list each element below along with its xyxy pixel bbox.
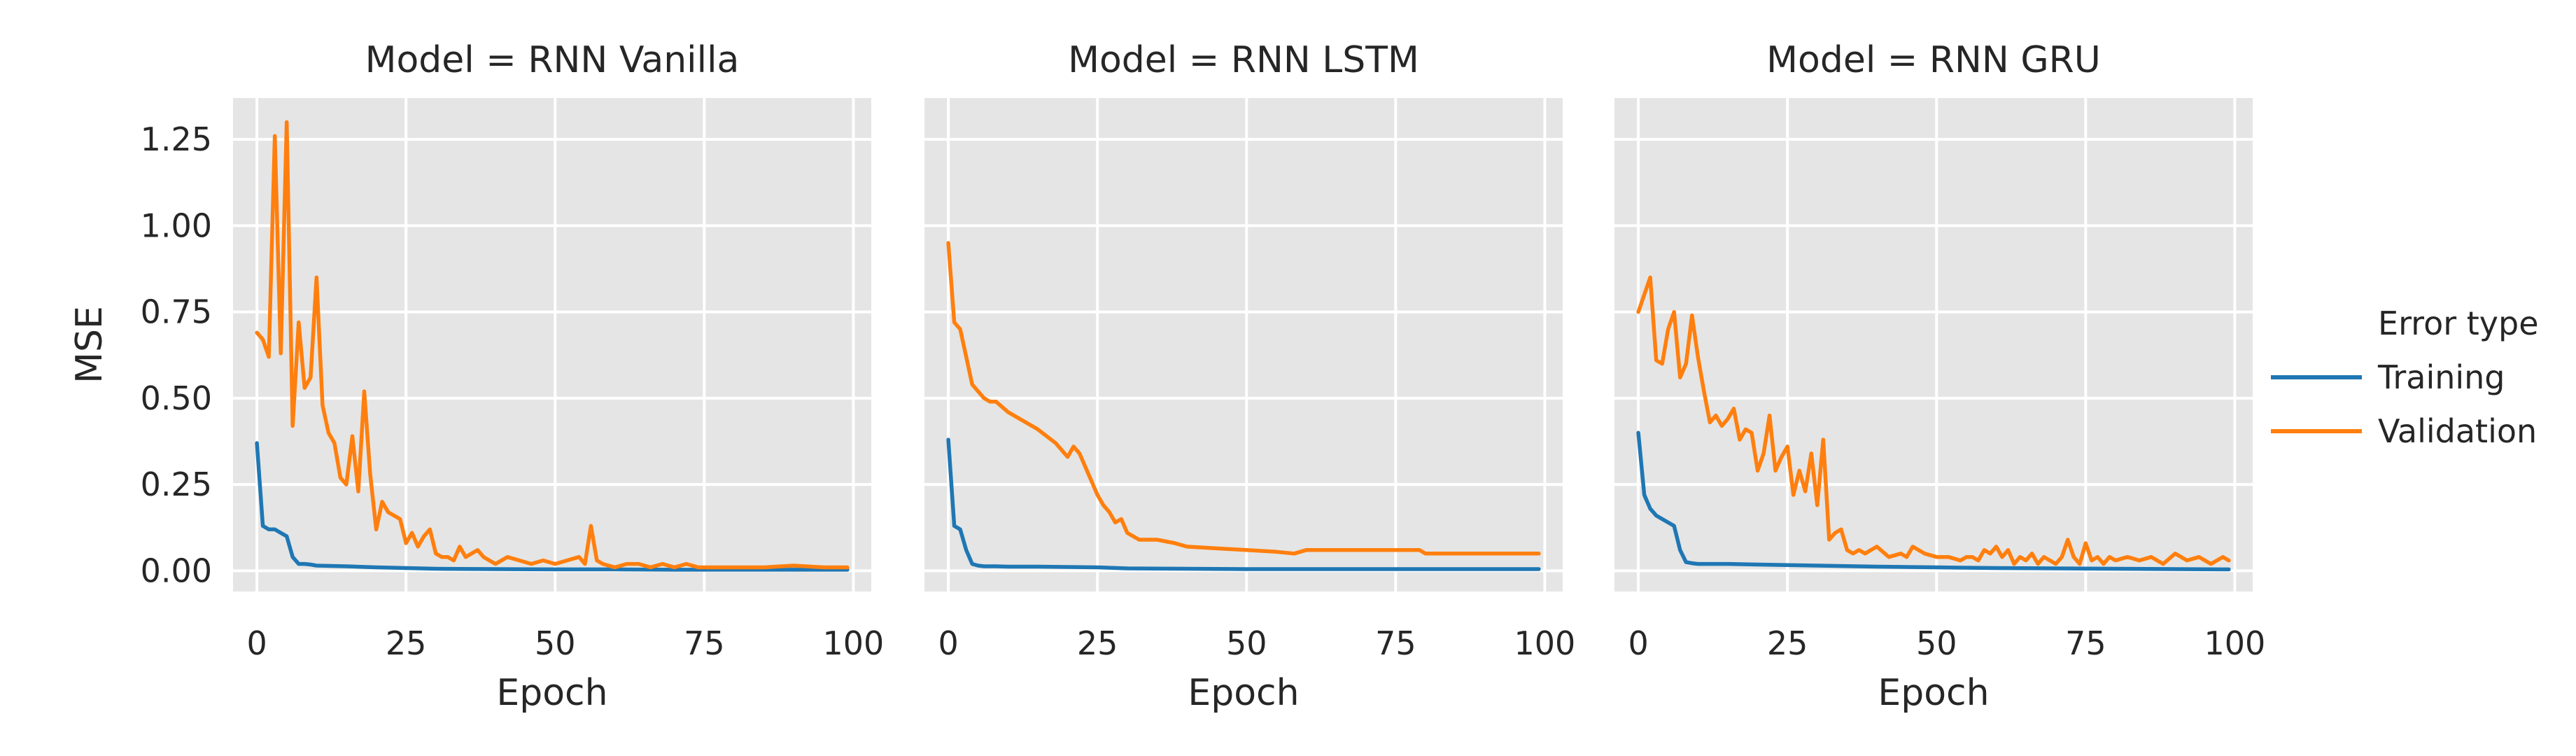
x-tick-label: 0	[246, 624, 267, 662]
panel-title: Model = RNN Vanilla	[365, 39, 740, 81]
legend: Error type Training Validation	[2271, 304, 2539, 450]
plot-area	[233, 98, 871, 592]
x-tick-label: 75	[2065, 624, 2106, 662]
x-tick-label: 50	[1916, 624, 1957, 662]
series-line-training	[946, 438, 1541, 571]
x-tick-label: 0	[938, 624, 958, 662]
legend-label-validation: Validation	[2378, 412, 2537, 450]
plot-area	[1614, 98, 2253, 592]
x-tick-label: 100	[2204, 624, 2266, 662]
y-axis-label: MSE	[69, 306, 111, 384]
x-tick-label: 25	[1767, 624, 1808, 662]
x-tick-label: 50	[1226, 624, 1267, 662]
panel-title: Model = RNN GRU	[1766, 39, 2101, 81]
panel-title: Model = RNN LSTM	[1068, 39, 1419, 81]
legend-title: Error type	[2378, 304, 2539, 342]
series-line-validation	[946, 241, 1541, 556]
y-tick-label: 0.50	[141, 379, 212, 417]
x-axis-label: Epoch	[1878, 672, 1989, 714]
x-tick-label: 100	[823, 624, 885, 662]
plot-area	[924, 98, 1563, 592]
y-tick-label: 1.00	[141, 206, 212, 244]
chart-panels: Model = RNN Vanilla 0 25 50 75 100 0.00 0.25 0.5…	[141, 39, 2266, 714]
y-tick-label: 0.75	[141, 293, 212, 331]
panel-1: Model = RNN Vanilla 0 25 50 75 100 0.00 0.25 0.5…	[141, 39, 885, 714]
x-tick-label: 0	[1628, 624, 1648, 662]
series-line-training	[1636, 430, 2231, 572]
legend-label-training: Training	[2377, 358, 2505, 396]
panel-3: Model = RNN GRU 0 25 50 75 100 Epoch	[1614, 39, 2265, 714]
y-tick-label: 0.00	[141, 552, 212, 589]
series-line-training	[255, 441, 850, 572]
y-tick-label: 1.25	[141, 120, 212, 158]
x-axis-label: Epoch	[1188, 672, 1299, 714]
x-axis-label: Epoch	[496, 672, 607, 714]
x-tick-label: 75	[1375, 624, 1416, 662]
x-tick-label: 25	[1077, 624, 1118, 662]
x-tick-label: 100	[1514, 624, 1576, 662]
series-line-validation	[1636, 275, 2231, 566]
series-line-validation	[255, 120, 850, 570]
panel-2: Model = RNN LSTM 0 25 50 75 100 Epoch	[924, 39, 1575, 714]
y-tick-label: 0.25	[141, 465, 212, 503]
x-tick-label: 75	[684, 624, 725, 662]
x-tick-label: 50	[535, 624, 576, 662]
x-tick-label: 25	[386, 624, 427, 662]
